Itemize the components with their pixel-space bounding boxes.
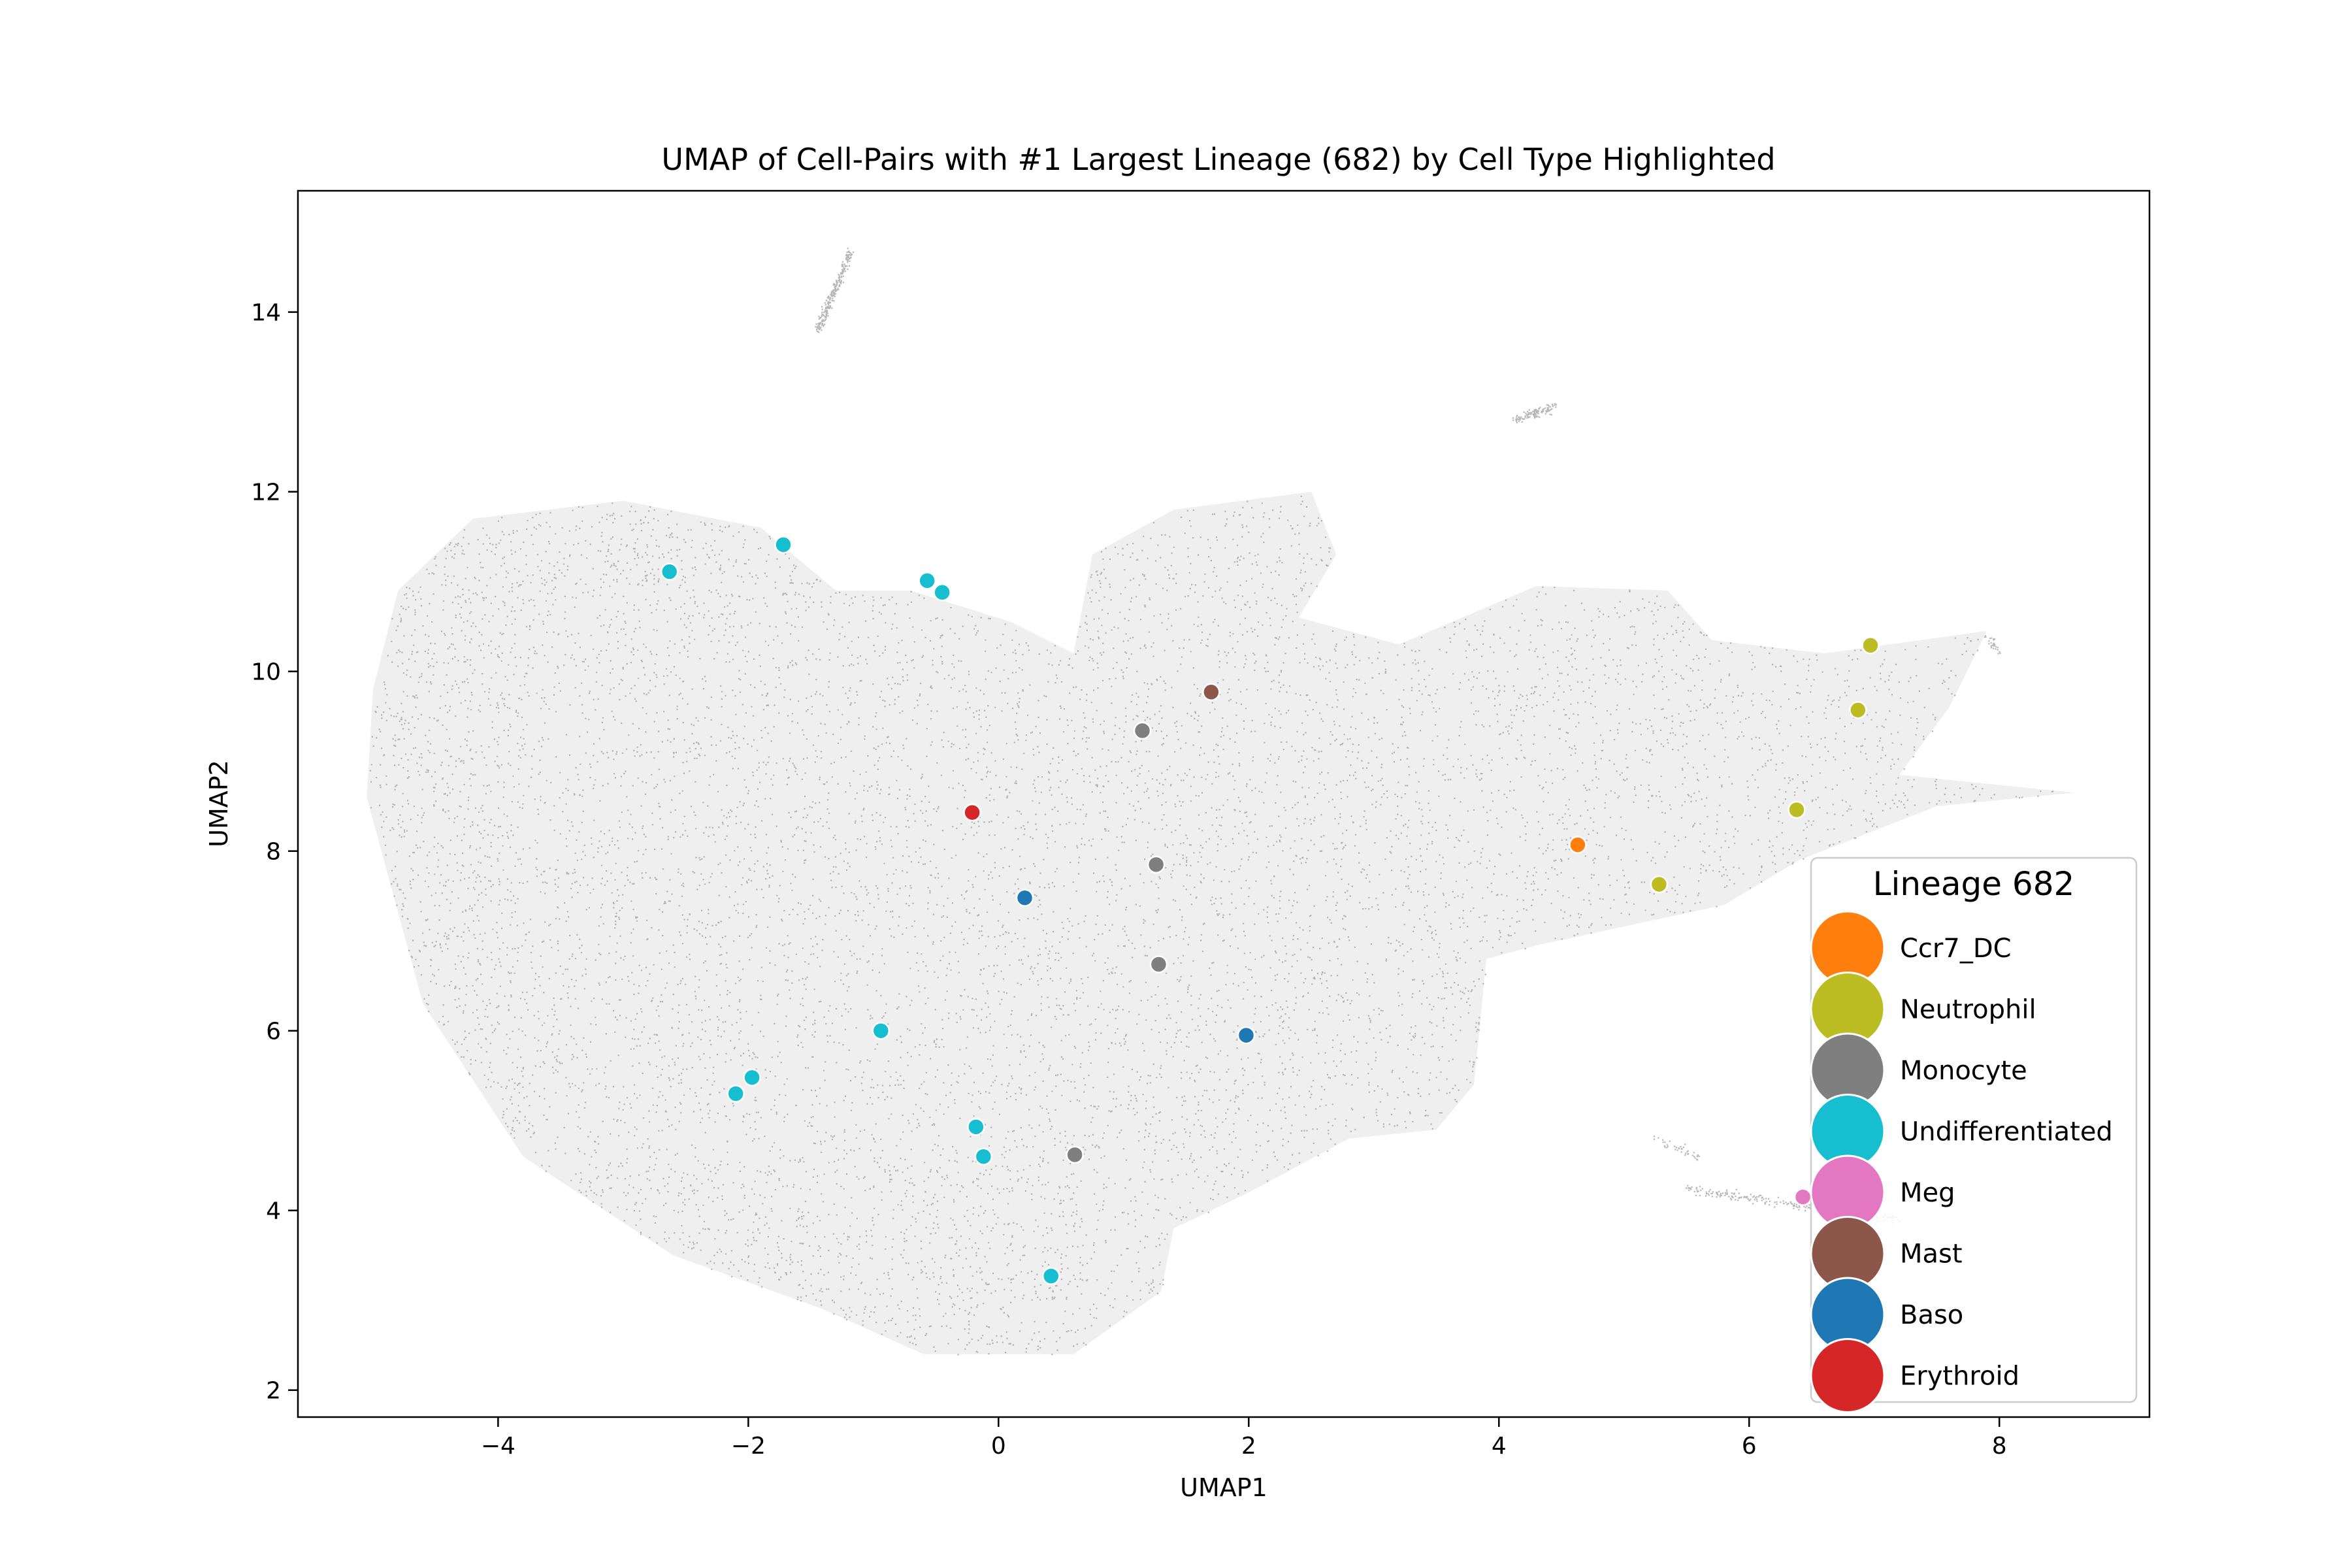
cell-point-meg [1793,1188,1812,1206]
cell-point-neutrophil [1861,636,1880,655]
x-tick-label: 8 [1992,1433,2007,1460]
cell-point-neutrophil [1849,701,1867,719]
legend-label-mast: Mast [1900,1239,1963,1269]
y-tick-label: 4 [266,1198,281,1225]
x-tick-label: −2 [731,1433,766,1460]
cell-point-monocyte [1147,855,1166,874]
x-tick-label: 0 [991,1433,1006,1460]
cell-point-erythroid [963,803,981,822]
legend-marker-erythroid [1810,1338,1886,1413]
highlighted-cells [660,536,1880,1285]
cloud-density [367,491,2075,1354]
x-axis-label: UMAP1 [1180,1473,1267,1502]
cell-point-neutrophil [1650,875,1669,894]
cell-point-undifferentiated [727,1085,745,1103]
cell-point-neutrophil [1788,800,1806,819]
cell-point-ccr7-dc [1569,836,1587,854]
plot-area [297,189,2151,1418]
legend-label-meg: Meg [1900,1178,1955,1208]
cell-point-monocyte [1066,1145,1084,1164]
y-tick-label: 6 [266,1019,281,1045]
legend-label-monocyte: Monocyte [1900,1056,2027,1086]
cell-point-baso [1015,889,1034,907]
background-cell-cloud [367,248,2075,1356]
axes-frame [297,189,2151,1418]
y-tick-label: 14 [251,300,281,327]
y-tick-label: 8 [266,839,281,866]
legend-label-erythroid: Erythroid [1900,1362,2019,1392]
x-tick-label: 2 [1241,1433,1256,1460]
legend-label-ccr7-dc: Ccr7_DC [1900,934,2012,964]
cell-point-undifferentiated [967,1118,985,1136]
x-tick-label: 4 [1492,1433,1507,1460]
y-tick-label: 2 [266,1378,281,1405]
legend: Lineage 682 Ccr7_DC Neutrophil Monocyte Und… [1810,857,2138,1413]
legend-entries: Ccr7_DC Neutrophil Monocyte Undifferentiate… [1810,910,2113,1413]
y-axis: 2 4 6 8 10 12 14 [251,300,298,1405]
legend-label-undifferentiated: Undifferentiated [1900,1117,2113,1147]
cell-point-baso [1237,1026,1256,1045]
legend-title: Lineage 682 [1873,865,2075,903]
legend-label-baso: Baso [1900,1300,1963,1330]
cell-point-undifferentiated [918,572,936,590]
y-tick-label: 12 [251,480,281,506]
x-tick-label: −4 [481,1433,515,1460]
cell-point-undifferentiated [872,1021,890,1040]
cell-point-undifferentiated [1041,1267,1060,1285]
cell-point-undifferentiated [974,1147,993,1166]
cell-point-monocyte [1149,955,1168,973]
cell-point-undifferentiated [660,563,679,581]
y-axis-label: UMAP2 [204,760,233,847]
cell-point-monocyte [1133,721,1152,740]
y-tick-label: 10 [251,659,281,686]
cell-point-mast [1202,683,1220,702]
chart-title: UMAP of Cell-Pairs with #1 Largest Linea… [661,142,1775,177]
cell-point-undifferentiated [743,1068,761,1086]
cell-point-undifferentiated [774,536,792,554]
legend-label-neutrophil: Neutrophil [1900,995,2036,1025]
cell-point-undifferentiated [933,583,951,602]
x-axis: −4 −2 0 2 4 6 8 [481,1417,2007,1460]
x-tick-label: 6 [1742,1433,1757,1460]
